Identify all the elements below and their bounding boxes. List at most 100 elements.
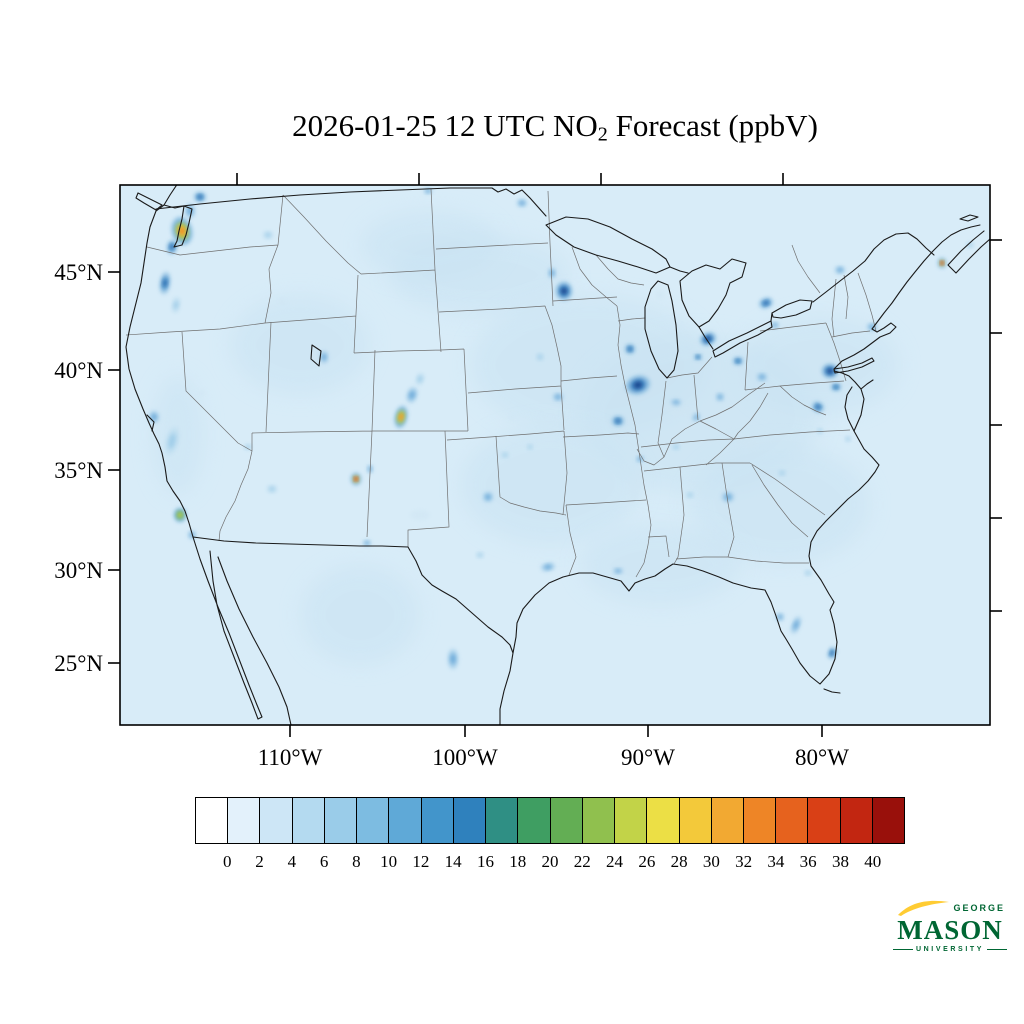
colorbar-tick-label: 12 — [412, 852, 430, 871]
hotspot-pittsburgh — [759, 374, 765, 380]
hotspot-denver-front-range — [399, 414, 403, 420]
lat-axis-label: 45°N — [54, 260, 103, 285]
colorbar-tick-label: 24 — [606, 852, 624, 871]
hotspot-tacoma — [170, 244, 174, 250]
great-salt-lake — [310, 344, 322, 367]
hotspot-omaha — [537, 354, 543, 360]
new-england-coast — [833, 224, 981, 370]
coastlines-national-borders — [125, 185, 990, 725]
colorbar-cell — [291, 798, 324, 843]
colorbar-cell — [646, 798, 679, 843]
map-frame — [119, 184, 991, 726]
colorbar-tick-label: 2 — [255, 852, 264, 871]
hotspot-milwaukee — [628, 347, 632, 351]
hotspot-four-corners — [354, 477, 358, 481]
colorbar-tick-label: 10 — [380, 852, 398, 871]
logo-mason-text: MASON — [897, 915, 1003, 945]
colorbar-tick-label: 36 — [799, 852, 817, 871]
hotspot-boston — [869, 324, 875, 330]
long-island — [833, 357, 875, 374]
hotspot-richmond — [818, 429, 822, 433]
colorbar-tick-label: 14 — [444, 852, 462, 871]
colorbar-cell — [452, 798, 486, 843]
lat-axis-label: 30°N — [54, 558, 103, 583]
colorbar-cell — [356, 798, 389, 843]
hotspot-dallas-fort-worth — [485, 494, 491, 500]
hotspot-miami — [830, 651, 834, 655]
colorbar-tick-label: 6 — [319, 852, 329, 871]
hotspot-new-york-city — [827, 368, 833, 374]
lon-axis-label: 80°W — [795, 745, 849, 770]
us-mexico-border — [192, 536, 514, 725]
chesapeake-delaware — [844, 379, 874, 432]
hotspot-wichita — [509, 414, 515, 420]
sf-bay — [146, 414, 155, 432]
colorbar-cell — [678, 798, 711, 843]
hotspot-green-bay — [656, 291, 664, 299]
axes: 45°N 40°N 35°N 30°N 25°N 110°W 100°W 90°W 80°W — [54, 173, 1002, 770]
logo-rule-right — [987, 949, 1008, 950]
colorbar-tick-label: 38 — [831, 852, 849, 871]
nova-scotia-fundy — [947, 214, 990, 274]
colorbar-tick-label: 30 — [702, 852, 720, 871]
hotspot-ottawa-montreal — [837, 267, 843, 273]
lon-axis-label: 100°W — [432, 745, 498, 770]
hotspot-san-francisco-bay — [151, 413, 157, 421]
hotspot-atlanta — [724, 494, 732, 500]
colorbar-labels: 0 2 4 6 8 10 12 14 16 18 20 22 24 26 28 30 32 34 36 38 40 — [195, 852, 905, 874]
colorbar-cell — [517, 798, 550, 843]
hotspot-minneapolis — [561, 288, 567, 294]
hotspot-winnipeg — [519, 200, 525, 206]
colorbar-cell — [196, 798, 228, 843]
border-east-of-lakes — [669, 232, 935, 350]
colorbar-cell — [839, 798, 872, 843]
vancouver-island — [135, 192, 163, 211]
colorbar-cell — [549, 798, 582, 843]
hotspot-el-paso — [364, 541, 370, 545]
pacific-coast — [125, 185, 194, 538]
hotspot-baltimore-washington — [816, 405, 820, 409]
colorbar-cell — [485, 798, 518, 843]
colorbar-tick-label: 4 — [287, 852, 297, 871]
wash-patch — [690, 445, 870, 565]
hotspot-toronto — [763, 301, 769, 305]
hotspot-cheyenne — [417, 375, 423, 383]
wash-patch — [300, 565, 420, 665]
george-mason-logo: GEORGE MASON UNIVERSITY — [893, 896, 1008, 953]
hotspot-san-antonio — [477, 553, 483, 557]
hotspot-jacksonville — [805, 571, 811, 575]
colorbar-tick-label: 28 — [670, 852, 688, 871]
hotspot-mississippi-valley — [629, 467, 643, 503]
hotspot-fort-collins — [409, 390, 415, 400]
hotspot-willamette-valley — [173, 300, 179, 310]
colorbar-tick-label: 34 — [767, 852, 785, 871]
colorbar-cell — [710, 798, 743, 843]
lat-axis-label: 25°N — [54, 651, 103, 676]
hotspot-reno — [199, 390, 205, 396]
gulf-atlantic-coast — [512, 370, 880, 685]
colorbar-tick-label: 40 — [864, 852, 882, 871]
hotspot-columbus — [717, 394, 723, 400]
colorbar-tick-label: 20 — [541, 852, 559, 871]
lat-axis-label: 40°N — [54, 358, 103, 383]
title-subscript: 2 — [597, 123, 608, 146]
gmu-swoosh-icon — [898, 900, 949, 916]
logo-george-text: GEORGE — [953, 903, 1005, 913]
hotspot-phoenix — [269, 486, 275, 492]
hotspot-chicago — [634, 381, 642, 389]
hotspot-monterrey — [450, 653, 456, 665]
colorbar-tick-label: 22 — [573, 852, 591, 871]
colorbar-cell — [323, 798, 357, 843]
hotspot-boise — [278, 298, 286, 304]
hotspot-st-louis — [616, 419, 620, 423]
wash-patch — [460, 425, 640, 545]
colorbar-cell — [614, 798, 647, 843]
hotspot-permian-basin — [410, 510, 430, 520]
lat-axis-label: 35°N — [54, 458, 103, 483]
baja-gulf-california — [192, 536, 292, 725]
hotspot-appalachia — [723, 426, 757, 448]
colorbar-cell — [420, 798, 453, 843]
us-canada-border — [155, 187, 547, 217]
state-borders — [125, 188, 877, 578]
